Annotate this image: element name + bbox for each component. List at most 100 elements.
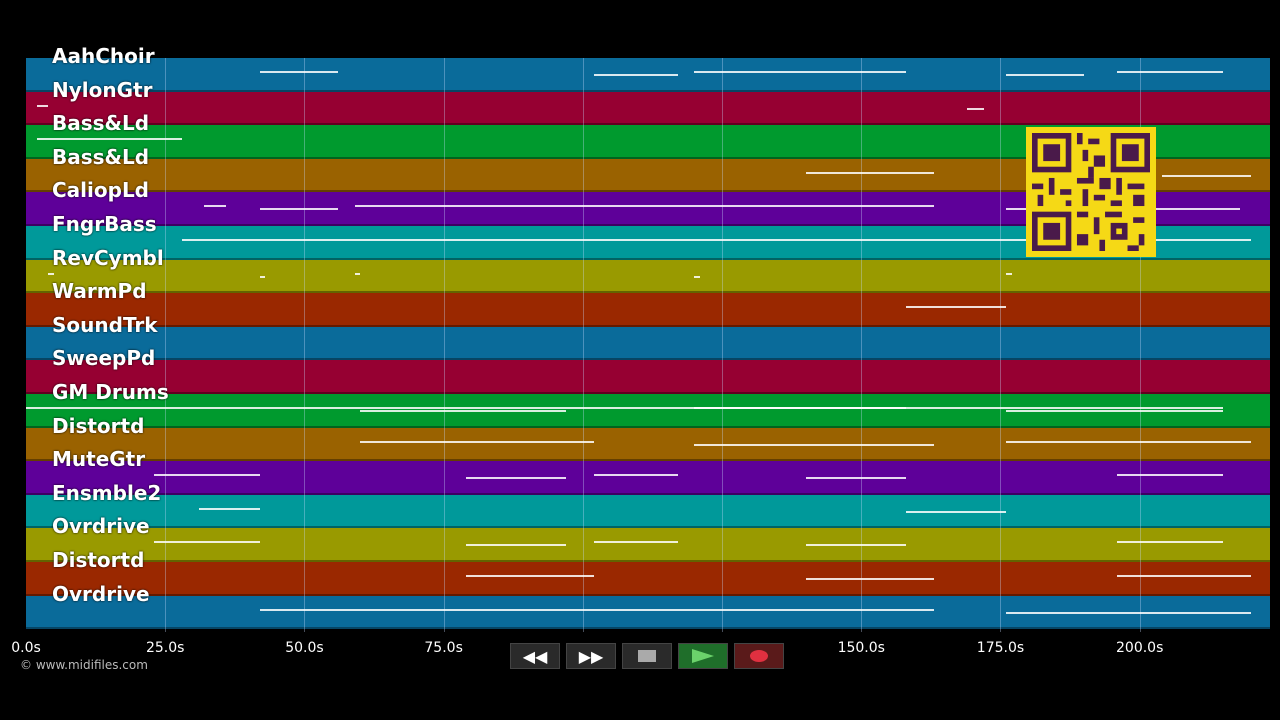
stop-button[interactable] bbox=[622, 643, 672, 669]
rewind-icon: ◀◀ bbox=[522, 646, 548, 666]
time-tick-label: 200.0s bbox=[1116, 640, 1164, 656]
note-bar bbox=[967, 107, 984, 110]
track-label: Distortd bbox=[52, 548, 145, 572]
note-bar bbox=[259, 71, 338, 73]
note-bar bbox=[198, 507, 260, 510]
note-bar bbox=[360, 440, 594, 443]
track-label: RevCymbl bbox=[52, 245, 164, 270]
note-bar bbox=[805, 578, 934, 580]
play-icon bbox=[692, 649, 714, 663]
track-label: CaliopLd bbox=[52, 178, 150, 203]
qr-code bbox=[1026, 127, 1156, 257]
grid-line bbox=[1139, 58, 1141, 632]
note-bar bbox=[1006, 272, 1012, 275]
track-label: Distortd bbox=[52, 413, 145, 438]
track-label: NylonGtr bbox=[52, 77, 153, 102]
grid-line bbox=[304, 58, 306, 632]
grid-line bbox=[861, 58, 863, 632]
copyright-text: © www.midifiles.com bbox=[20, 658, 148, 672]
track-row[interactable] bbox=[26, 494, 1270, 529]
grid-line bbox=[443, 58, 445, 632]
note-bar bbox=[259, 608, 934, 611]
track-row[interactable] bbox=[26, 528, 1270, 562]
note-bar bbox=[154, 474, 260, 477]
note-bar bbox=[593, 541, 678, 544]
note-bar bbox=[905, 510, 1007, 513]
fast-forward-icon: ▶▶ bbox=[578, 646, 604, 666]
note-bar bbox=[259, 275, 266, 278]
note-bar bbox=[1006, 74, 1084, 76]
grid-line bbox=[722, 58, 724, 632]
note-bar bbox=[593, 74, 678, 76]
note-bar bbox=[181, 239, 1252, 241]
note-bar bbox=[1161, 174, 1252, 177]
grid-line bbox=[1000, 58, 1002, 632]
note-bar bbox=[805, 544, 906, 547]
track-row[interactable] bbox=[26, 259, 1270, 294]
note-bar bbox=[1117, 474, 1224, 477]
note-bar bbox=[465, 544, 567, 547]
grid-line bbox=[582, 58, 584, 632]
record-button[interactable] bbox=[734, 643, 784, 669]
note-bar bbox=[694, 71, 906, 73]
time-tick-label: 25.0s bbox=[145, 640, 185, 656]
track-label: SweepPd bbox=[52, 346, 156, 371]
note-bar bbox=[1117, 575, 1252, 577]
track-label: MuteGtr bbox=[52, 447, 146, 472]
note-bar bbox=[805, 171, 934, 174]
time-tick-label: 50.0s bbox=[285, 640, 324, 656]
note-bar bbox=[1006, 410, 1224, 412]
track-row[interactable] bbox=[26, 360, 1270, 394]
note-bar bbox=[1117, 541, 1224, 544]
track-row[interactable] bbox=[26, 91, 1270, 126]
track-label: Bass&Ld bbox=[52, 111, 150, 136]
track-row[interactable] bbox=[26, 326, 1270, 361]
time-tick-label: 150.0s bbox=[837, 640, 885, 656]
note-bar bbox=[48, 272, 54, 275]
track-label: Ovrdrive bbox=[52, 581, 150, 606]
note-bar bbox=[694, 443, 934, 446]
note-bar bbox=[26, 407, 1224, 409]
note-bar bbox=[354, 272, 361, 275]
grid-line bbox=[165, 58, 167, 632]
play-button[interactable] bbox=[678, 643, 728, 669]
note-bar bbox=[37, 104, 49, 107]
note-bar bbox=[360, 410, 567, 412]
qr-code-graphic bbox=[1032, 133, 1150, 251]
track-label: Ovrdrive bbox=[52, 514, 150, 539]
track-label: GM Drums bbox=[52, 380, 169, 404]
fast-forward-button[interactable]: ▶▶ bbox=[566, 643, 616, 669]
note-bar bbox=[37, 138, 182, 141]
track-label: Ensmble2 bbox=[52, 480, 162, 505]
note-bar bbox=[1006, 611, 1252, 614]
time-tick-label: 175.0s bbox=[976, 640, 1025, 656]
track-label: Bass&Ld bbox=[52, 144, 150, 169]
note-bar bbox=[593, 474, 678, 477]
note-bar bbox=[154, 541, 260, 544]
rewind-button[interactable]: ◀◀ bbox=[510, 643, 560, 669]
time-tick-label: 0.0s bbox=[11, 640, 41, 656]
track-row[interactable] bbox=[26, 427, 1270, 462]
record-icon bbox=[750, 650, 768, 662]
note-bar bbox=[354, 205, 934, 208]
note-bar bbox=[204, 205, 227, 208]
track-label: SoundTrk bbox=[52, 312, 158, 337]
track-label: FngrBass bbox=[52, 212, 157, 236]
track-row[interactable] bbox=[26, 461, 1270, 495]
note-bar bbox=[694, 275, 700, 278]
track-label: WarmPd bbox=[52, 279, 147, 304]
note-bar bbox=[259, 208, 338, 211]
note-bar bbox=[465, 575, 594, 577]
note-bar bbox=[465, 477, 567, 480]
note-bar bbox=[805, 477, 906, 480]
time-tick-label: 75.0s bbox=[424, 640, 463, 656]
note-bar bbox=[1117, 71, 1224, 73]
track-row[interactable] bbox=[26, 293, 1270, 327]
stop-icon bbox=[638, 650, 656, 662]
note-bar bbox=[694, 407, 906, 409]
transport-controls: ◀◀ ▶▶ bbox=[510, 643, 784, 669]
track-row[interactable] bbox=[26, 562, 1270, 596]
note-bar bbox=[1006, 440, 1252, 443]
note-bar bbox=[905, 306, 1007, 309]
track-label: AahChoir bbox=[52, 44, 155, 68]
